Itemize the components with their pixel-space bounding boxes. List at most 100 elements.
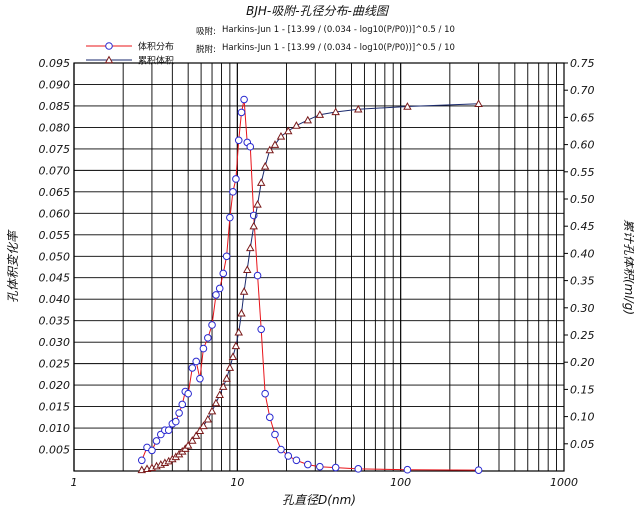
series-2-point: [219, 382, 228, 390]
series-2-point: [292, 121, 301, 129]
series-1-point: [164, 426, 173, 435]
legend-label-1: 体积分布: [138, 41, 174, 53]
legend-marker-2: [104, 55, 114, 64]
y-left-tick-label: 0.085: [39, 100, 71, 113]
x-axis-label: 孔直径D(nm): [282, 493, 356, 506]
y-right-tick-label: 0.65: [570, 111, 595, 124]
series-2-point: [242, 265, 252, 273]
y-left-tick-label: 0.060: [39, 207, 71, 220]
series-2-point: [239, 287, 249, 295]
y-left-tick-label: 0.080: [39, 121, 71, 134]
series-1-point: [192, 357, 201, 366]
series-1-point: [232, 175, 240, 183]
series-2-point: [256, 178, 266, 186]
y-left-axis-label: 孔体积变化率: [6, 229, 20, 303]
series-1-point: [148, 446, 156, 455]
y-left-tick-label: 0.035: [39, 315, 71, 328]
y-left-tick-label: 0.030: [39, 336, 71, 349]
series-2-point: [199, 421, 208, 430]
series-2-point: [183, 441, 193, 449]
series-2-point: [270, 140, 280, 148]
series-2-point: [237, 308, 246, 317]
legend-label-2: 累积体积: [138, 55, 174, 67]
y-right-tick-label: 0.70: [570, 84, 595, 97]
y-left-tick-label: 0.005: [39, 444, 71, 457]
series-1-point: [215, 284, 224, 293]
y-right-tick-label: 0.35: [570, 275, 595, 288]
series-2-point: [303, 115, 313, 124]
y-right-tick-label: 0.50: [570, 193, 595, 206]
series-1-point: [229, 188, 237, 196]
series-1-point: [178, 400, 187, 409]
series-1-point: [316, 462, 324, 471]
series-1-point: [292, 456, 301, 465]
series-1-point: [212, 291, 220, 299]
y-left-tick-label: 0.050: [39, 250, 71, 263]
y-right-tick-label: 0.25: [570, 329, 595, 342]
x-tick-label: 1000: [550, 476, 578, 489]
y-right-tick-label: 0.40: [570, 247, 595, 260]
series-1-point: [253, 271, 262, 280]
y-right-tick-label: 0.20: [570, 356, 595, 369]
series-2-point: [284, 126, 293, 135]
series-1-point: [237, 108, 246, 117]
series-2-point: [253, 200, 262, 208]
series-2-point: [354, 104, 363, 113]
series-1-point: [277, 445, 285, 454]
y-left-tick-label: 0.015: [39, 401, 71, 414]
series-1-point: [303, 460, 312, 469]
series-1-point: [222, 252, 231, 261]
series-1-point: [240, 95, 248, 104]
series-1-point: [175, 409, 183, 417]
series-1-point: [331, 463, 340, 472]
series-1-point: [234, 136, 243, 145]
y-left-tick-label: 0.065: [39, 186, 71, 199]
x-tick-label: 100: [390, 476, 411, 489]
y-right-tick-label: 0.05: [570, 438, 595, 451]
series-1-point: [199, 344, 208, 353]
series-2-point: [260, 161, 270, 170]
series-1-point: [171, 417, 180, 426]
series-1-point: [226, 213, 234, 222]
y-left-tick-label: 0.020: [39, 379, 71, 392]
series-2-point: [207, 406, 217, 415]
series-1-point: [261, 389, 269, 398]
series-2-point: [249, 221, 258, 230]
series-1-point: [184, 389, 192, 398]
equation-adsorption: Harkins-Jun 1 - [13.99 / (0.034 - log10(…: [222, 25, 455, 35]
y-left-tick-label: 0.045: [39, 272, 71, 285]
series-2-point: [215, 390, 224, 399]
x-tick-label: 10: [230, 476, 244, 489]
y-left-tick-label: 0.090: [39, 78, 71, 91]
series-2-point: [234, 327, 243, 336]
y-right-tick-label: 0.15: [570, 383, 595, 396]
series-2-point: [474, 99, 483, 108]
y-left-tick-label: 0.025: [39, 358, 71, 371]
series-2-point: [222, 374, 231, 382]
series-2-point: [276, 132, 286, 140]
y-left-tick-label: 0.010: [39, 422, 71, 435]
series-2-point: [403, 102, 412, 110]
series-1-point: [403, 465, 412, 474]
series-2-point: [315, 110, 325, 118]
series-2-point: [188, 436, 197, 444]
series-1-point: [257, 325, 266, 334]
y-right-tick-label: 0.30: [570, 302, 595, 315]
equation-desorption-label: 脱附:: [196, 45, 216, 55]
series-1-point: [265, 413, 274, 422]
series-1-point: [196, 374, 204, 383]
y-right-tick-label: 0.55: [570, 166, 595, 179]
y-right-tick-label: 0.10: [570, 411, 595, 424]
plot-area: [73, 62, 565, 472]
series-1-point: [137, 456, 146, 465]
series-1-point: [284, 452, 293, 460]
legend-marker-1: [105, 42, 113, 50]
series-2-point: [228, 352, 238, 360]
series-1-point: [271, 430, 279, 439]
series-2-point: [191, 431, 201, 439]
series-1-point: [188, 364, 197, 372]
series-1-point: [208, 321, 216, 329]
series-2-point: [265, 145, 275, 154]
